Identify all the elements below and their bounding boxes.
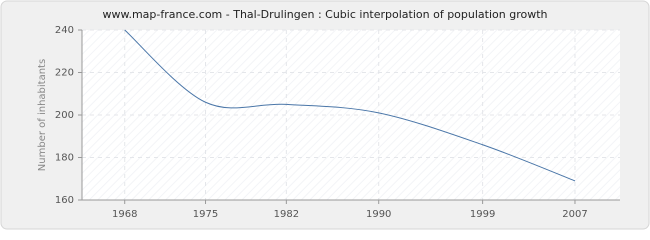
chart-title: www.map-france.com - Thal-Drulingen : Cu… <box>102 8 547 21</box>
x-tick-label: 2007 <box>562 209 587 220</box>
x-tick-label: 1968 <box>112 209 137 220</box>
y-tick-label: 220 <box>55 68 74 79</box>
x-tick-label: 1975 <box>193 209 218 220</box>
x-tick-label: 1999 <box>470 209 495 220</box>
y-tick-label: 180 <box>55 153 74 164</box>
line <box>124 29 576 182</box>
y-tick-label: 160 <box>55 195 74 206</box>
y-tick-label: 240 <box>55 25 74 36</box>
page: www.map-france.com - Thal-Drulingen : Cu… <box>0 0 650 230</box>
y-axis-label: Number of inhabitants <box>37 59 48 171</box>
x-tick-label: 1990 <box>366 209 391 220</box>
chart: www.map-france.com - Thal-Drulingen : Cu… <box>0 0 650 230</box>
y-tick-label: 200 <box>55 110 74 121</box>
x-tick-label: 1982 <box>274 209 299 220</box>
